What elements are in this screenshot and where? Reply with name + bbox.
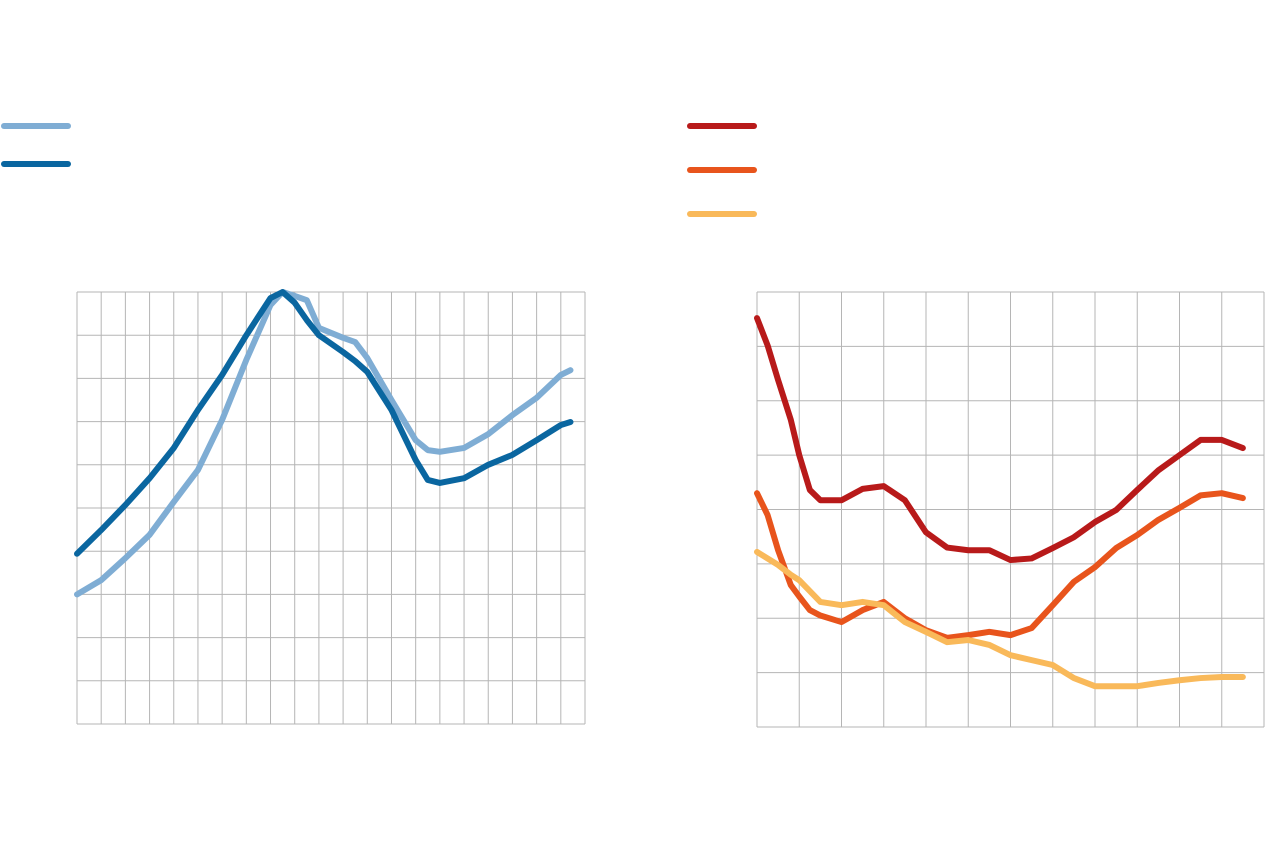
data-line bbox=[74, 289, 574, 557]
data-line bbox=[754, 315, 1246, 564]
data-line bbox=[754, 490, 1246, 641]
data-line bbox=[74, 289, 574, 598]
data-line bbox=[754, 548, 1246, 690]
